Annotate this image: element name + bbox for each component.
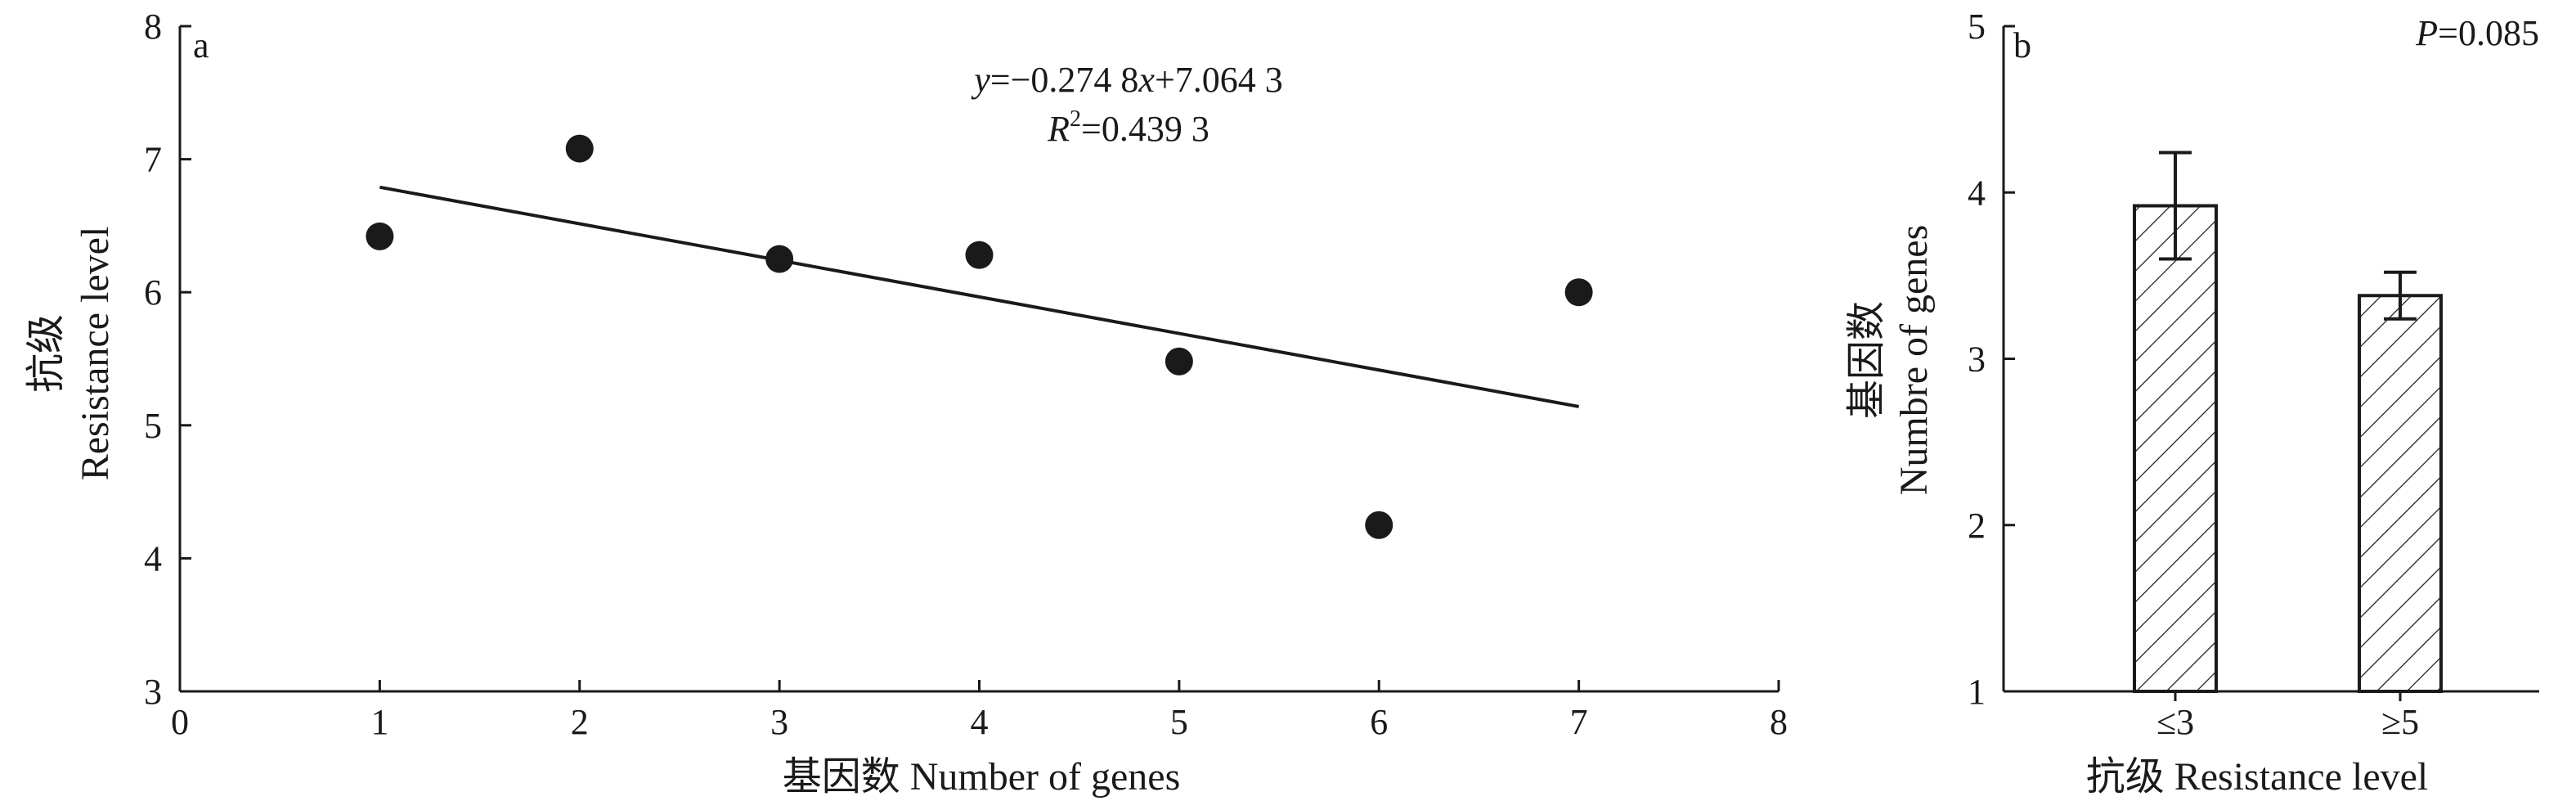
panel-b-p-value: P=0.085 (2415, 13, 2539, 53)
panel-a-data-point (565, 134, 594, 163)
panel-a-r-squared: R2=0.439 3 (1047, 106, 1209, 149)
equation-intercept: +7.064 3 (1155, 60, 1283, 100)
r2-symbol: R (1047, 109, 1070, 149)
panel-b-bar-chart: 1 2 3 4 5 ≤3 ≥5 b P=0.085 抗级 Resistance level… (1845, 7, 2539, 799)
panel-a-data-point (1365, 511, 1393, 539)
panel-a-data-point (366, 222, 394, 250)
panel-a-equation: y=−0.274 8x+7.064 3 (971, 60, 1283, 100)
r2-value: =0.439 3 (1081, 109, 1209, 149)
panel-a-x-tick-label: 4 (971, 702, 989, 742)
panel-b-bar (2133, 204, 2218, 693)
panel-b-y-tick-label: 4 (1968, 173, 1986, 213)
panel-a-x-tick-label: 1 (370, 702, 388, 742)
panel-b-y-tick-label: 1 (1968, 672, 1986, 712)
panel-a-y-axis-title-en: Resistance level (74, 227, 117, 481)
panel-a-axes (178, 25, 1780, 693)
panel-a-x-tick-label: 5 (1170, 702, 1188, 742)
panel-a-scatter-chart: 0 1 2 3 4 5 6 7 8 3 4 5 6 7 8 a y=−0.274 8x+7.064 3 R… (25, 7, 1788, 799)
panel-a-y-tick-label: 6 (144, 272, 162, 313)
panel-b-y-tick-label: 2 (1968, 506, 1986, 546)
equation-x-symbol: x (1138, 60, 1155, 100)
p-symbol: P (2415, 13, 2438, 53)
equation-slope: =−0.274 8 (990, 60, 1139, 100)
r2-exponent: 2 (1070, 106, 1081, 132)
panel-a-x-tick-labels: 0 1 2 3 4 5 6 7 8 (171, 702, 1788, 742)
panel-a-x-tick-label: 0 (171, 702, 189, 742)
panel-a-x-tick-label: 3 (770, 702, 788, 742)
panel-a-x-tick-label: 8 (1770, 702, 1788, 742)
panel-b-y-tick-labels: 1 2 3 4 5 (1968, 7, 1986, 712)
panel-a-y-tick-label: 8 (144, 7, 162, 47)
panel-b-category-labels: ≤3 ≥5 (2156, 702, 2419, 742)
panel-a-y-tick-label: 5 (144, 406, 162, 446)
panel-a-trendline (379, 185, 1579, 408)
panel-a-y-tick-label: 3 (144, 672, 162, 712)
panel-b-bar (2358, 294, 2443, 693)
panel-b-y-tick-label: 3 (1968, 340, 1986, 380)
panel-a-letter: a (193, 25, 209, 65)
panel-a-regression-line (379, 185, 1579, 408)
panel-a-data-point (965, 241, 994, 269)
panel-b-bars (2133, 151, 2443, 693)
panel-b-x-axis-title: 抗级 Resistance level (2086, 755, 2429, 799)
panel-a-data-point (765, 245, 794, 273)
panel-a-y-tick-label: 7 (144, 140, 162, 180)
panel-a-x-tick-label: 7 (1570, 702, 1588, 742)
panel-a-data-point (1165, 347, 1193, 376)
panel-b-category-label: ≤3 (2156, 702, 2194, 742)
panel-a-points (366, 134, 1593, 539)
equation-y-symbol: y (971, 60, 990, 100)
panel-b-axes (2002, 25, 2539, 701)
panel-b-y-axis-title-en: Numbre of genes (1892, 225, 1936, 496)
panel-b-letter: b (2013, 25, 2031, 65)
panel-b-y-tick-label: 5 (1968, 7, 1986, 47)
panel-a-y-tick-labels: 3 4 5 6 7 8 (144, 7, 162, 712)
panel-a-x-axis-title: 基因数 Number of genes (783, 755, 1181, 799)
panel-b-y-axis-title-cn: 基因数 (1845, 301, 1888, 419)
panel-a-y-tick-label: 4 (144, 538, 162, 578)
p-value: =0.085 (2438, 13, 2539, 53)
panel-a-data-point (1564, 278, 1593, 307)
panel-a-x-tick-label: 2 (571, 702, 589, 742)
panel-a-x-tick-label: 6 (1370, 702, 1388, 742)
panel-a-y-axis-title-cn: 抗级 (25, 314, 68, 393)
panel-b-category-label: ≥5 (2381, 702, 2419, 742)
